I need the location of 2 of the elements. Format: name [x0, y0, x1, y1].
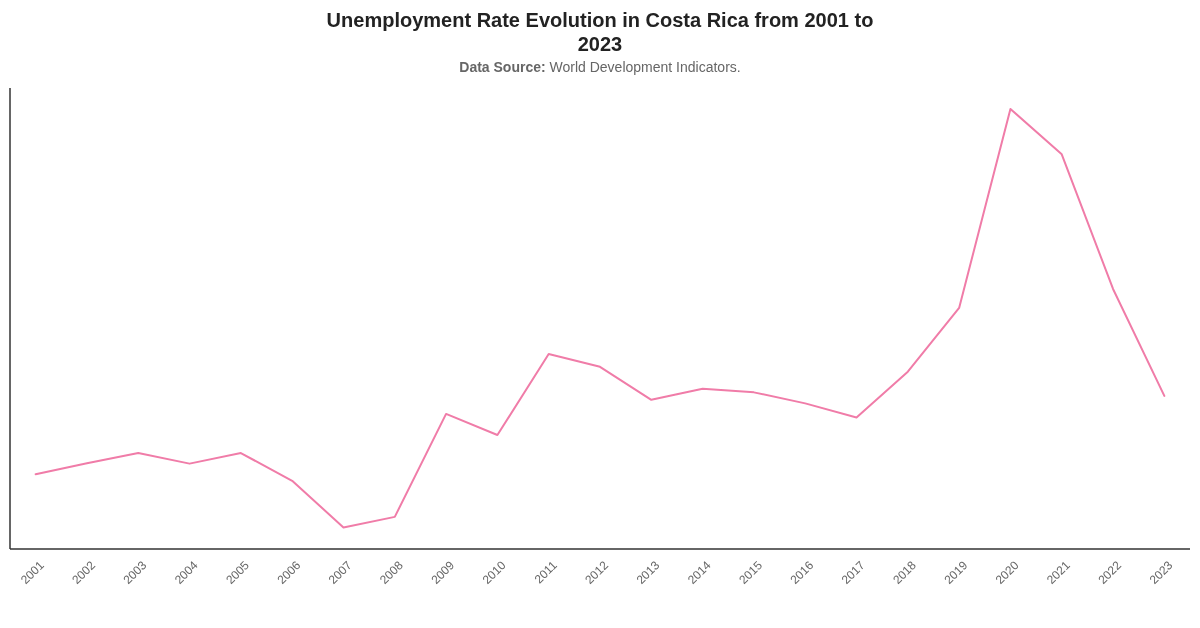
chart-title: Unemployment Rate Evolution in Costa Rica from 2001 to 2023 [326, 9, 874, 55]
chart-subtitle: Data Source: World Development Indicators. [459, 59, 741, 75]
